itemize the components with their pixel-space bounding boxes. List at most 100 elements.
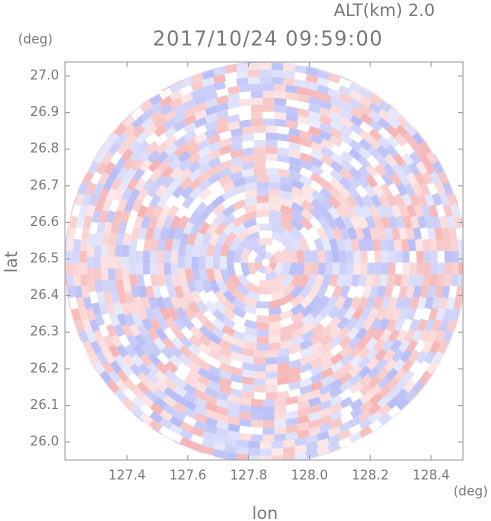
radar-cell	[152, 285, 162, 299]
radar-cell	[310, 149, 324, 161]
radar-cell	[339, 344, 353, 358]
radar-cell	[268, 181, 282, 190]
radar-cell	[377, 135, 391, 149]
radar-cell	[72, 250, 80, 263]
radar-cell	[338, 75, 350, 81]
radar-cell	[160, 165, 174, 180]
radar-cell	[94, 199, 105, 213]
radar-cell	[374, 163, 388, 178]
radar-cell	[296, 93, 310, 104]
radar-cell	[253, 357, 266, 365]
radar-cell	[145, 132, 159, 145]
radar-cell	[279, 332, 294, 343]
radar-cell	[155, 141, 169, 155]
radar-cell	[238, 112, 252, 121]
radar-cell	[247, 447, 260, 456]
radar-cell	[425, 150, 438, 165]
radar-cell	[309, 180, 324, 193]
radar-cell	[179, 335, 193, 349]
radar-cell	[256, 336, 269, 344]
radar-cell	[198, 221, 211, 236]
radar-cell	[212, 441, 226, 452]
radar-cell	[156, 159, 170, 174]
radar-cell	[250, 104, 263, 113]
radar-cell	[318, 407, 333, 418]
radar-cell	[359, 383, 373, 396]
radar-cell	[288, 163, 302, 174]
radar-cell	[365, 274, 374, 287]
radar-cell	[197, 367, 211, 379]
radar-cell	[309, 172, 324, 185]
radar-cell	[419, 329, 431, 343]
radar-cell	[370, 317, 382, 332]
radar-cell	[416, 318, 428, 332]
radar-cell	[183, 399, 197, 412]
radar-cell	[288, 388, 302, 398]
radar-cell	[207, 365, 222, 377]
radar-cell	[207, 172, 222, 185]
radar-cell	[262, 420, 275, 428]
radar-cell	[417, 360, 430, 375]
x-unit: (deg)	[453, 485, 488, 500]
radar-cell	[330, 160, 344, 173]
radar-cell	[255, 307, 269, 316]
radar-cell	[101, 313, 113, 327]
radar-cell	[241, 390, 255, 400]
radar-cell	[193, 132, 208, 144]
radar-cell	[94, 313, 105, 327]
radar-cell	[265, 364, 278, 372]
radar-cell	[215, 420, 229, 431]
radar-cell	[290, 311, 305, 324]
radar-cell	[327, 433, 341, 445]
radar-cell	[427, 144, 435, 155]
radar-cell	[122, 279, 132, 293]
radar-cell	[384, 285, 394, 299]
radar-cell	[164, 238, 174, 252]
radar-cell	[363, 184, 377, 198]
radar-cell	[96, 144, 104, 155]
radar-cell	[99, 141, 113, 155]
radar-cell	[72, 195, 78, 207]
radar-cell	[147, 184, 160, 198]
radar-cell	[67, 285, 76, 298]
radar-cell	[357, 346, 371, 360]
radar-cell	[416, 250, 424, 263]
radar-cell	[140, 343, 154, 358]
radar-cell	[85, 182, 97, 196]
radar-cell	[241, 133, 255, 142]
radar-cell	[279, 176, 293, 186]
radar-cell	[327, 305, 341, 320]
radar-cell	[211, 326, 226, 339]
radar-cell	[196, 300, 209, 315]
radar-cell	[357, 215, 369, 229]
radar-cell	[133, 296, 144, 310]
radar-cell	[201, 445, 215, 456]
radar-cell	[207, 332, 222, 345]
radar-cell	[188, 300, 201, 315]
radar-cell	[394, 368, 407, 382]
radar-cell	[279, 293, 295, 306]
radar-cell	[133, 215, 144, 229]
radar-cell	[375, 307, 387, 321]
radar-cell	[381, 172, 394, 187]
radar-cell	[383, 163, 396, 177]
radar-cell	[155, 215, 167, 229]
radar-cell	[299, 152, 313, 164]
radar-cell	[137, 285, 148, 299]
radar-cell	[319, 187, 333, 201]
radar-cell	[103, 334, 115, 348]
radar-cell	[162, 296, 174, 310]
radar-cell	[350, 274, 360, 288]
radar-cell	[183, 221, 195, 235]
radar-cell	[173, 368, 188, 381]
radar-cell	[430, 262, 438, 275]
radar-cell	[386, 396, 400, 410]
radar-cell	[134, 103, 144, 112]
radar-cell	[345, 250, 354, 263]
radar-cell	[229, 156, 243, 167]
radar-cell	[204, 98, 218, 109]
radar-cell	[121, 268, 130, 281]
radar-cell	[170, 175, 184, 190]
radar-cell	[183, 407, 197, 419]
radar-cell	[190, 221, 203, 235]
